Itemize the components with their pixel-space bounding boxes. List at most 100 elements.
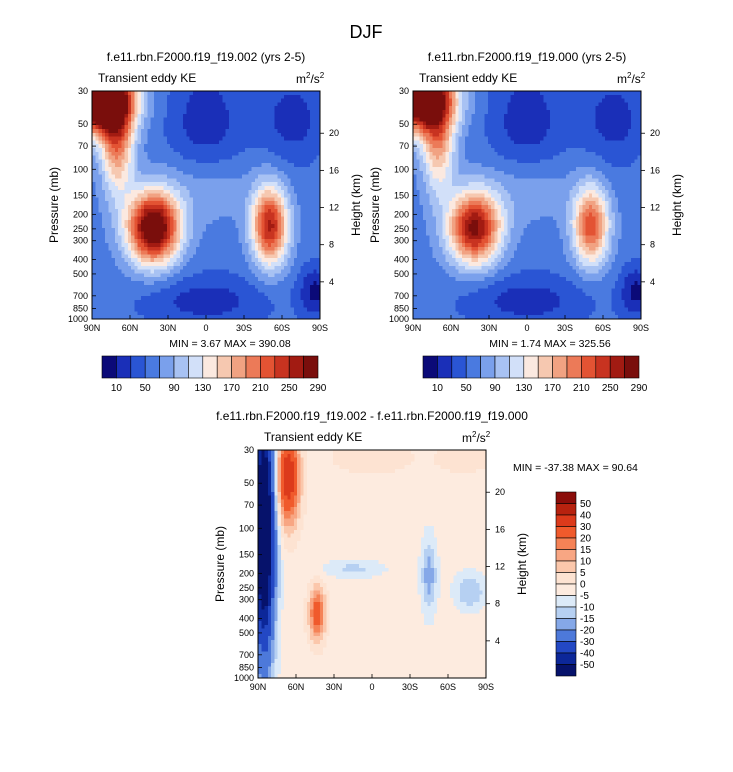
contour-cell	[163, 284, 168, 289]
contour-cell	[215, 307, 220, 312]
contour-cell	[287, 307, 292, 312]
contour-cell	[131, 174, 135, 179]
contour-cell	[225, 231, 230, 236]
contour-cell	[212, 243, 217, 248]
contour-cell	[284, 193, 288, 198]
contour-cell	[166, 94, 171, 99]
contour-cell	[306, 296, 311, 301]
contour-cell	[422, 117, 427, 122]
contour-cell	[452, 121, 456, 126]
contour-cell	[293, 186, 298, 191]
variable-label: Transient eddy KE	[419, 71, 517, 85]
contour-cell	[140, 246, 145, 251]
contour-cell	[225, 151, 230, 156]
contour-cell	[520, 98, 525, 103]
contour-cell	[140, 208, 145, 213]
contour-cell	[461, 125, 466, 130]
contour-cell	[144, 155, 148, 160]
contour-cell	[170, 292, 174, 297]
y-tick-label: 30	[78, 86, 88, 96]
contour-cell	[562, 106, 567, 111]
contour-cell	[160, 132, 165, 137]
contour-cell	[271, 220, 275, 225]
contour-cell	[186, 277, 191, 282]
contour-cell	[241, 106, 246, 111]
contour-cell	[212, 303, 217, 308]
contour-cell	[621, 113, 626, 118]
contour-cell	[313, 148, 318, 153]
contour-cell	[284, 201, 288, 206]
contour-cell	[500, 117, 505, 122]
x-tick-label: 90N	[84, 323, 101, 333]
contour-cell	[241, 201, 246, 206]
contour-cell	[121, 292, 125, 297]
contour-cell	[114, 212, 119, 217]
contour-cell	[303, 144, 308, 149]
contour-cell	[189, 132, 194, 137]
contour-cell	[212, 307, 217, 312]
contour-cell	[163, 296, 168, 301]
contour-cell	[267, 144, 272, 149]
contour-cell	[228, 121, 233, 126]
contour-cell	[605, 117, 609, 122]
contour-cell	[179, 94, 184, 99]
contour-cell	[192, 288, 197, 293]
contour-cell	[176, 144, 181, 149]
contour-cell	[277, 174, 282, 179]
contour-cell	[131, 216, 135, 221]
contour-cell	[465, 113, 469, 118]
contour-cell	[219, 311, 223, 316]
contour-cell	[118, 106, 122, 111]
contour-cell	[176, 273, 181, 278]
contour-cell	[127, 151, 132, 156]
contour-cell	[157, 136, 161, 141]
contour-cell	[293, 178, 298, 183]
contour-cell	[274, 235, 279, 240]
contour-cell	[287, 186, 292, 191]
contour-cell	[419, 121, 424, 126]
contour-cell	[105, 94, 109, 99]
contour-cell	[517, 113, 521, 118]
contour-cell	[543, 102, 547, 107]
contour-cell	[173, 212, 178, 217]
contour-cell	[144, 307, 148, 312]
contour-cell	[232, 277, 236, 282]
contour-cell	[232, 311, 236, 316]
contour-cell	[413, 106, 417, 111]
contour-cell	[98, 201, 103, 206]
contour-cell	[121, 277, 125, 282]
contour-cell	[170, 208, 174, 213]
contour-cell	[261, 239, 266, 244]
contour-cell	[140, 170, 145, 175]
contour-cell	[228, 307, 233, 312]
contour-cell	[179, 148, 184, 153]
contour-cell	[121, 300, 125, 305]
contour-cell	[261, 277, 266, 282]
contour-cell	[553, 121, 557, 126]
contour-cell	[166, 170, 171, 175]
contour-cell	[248, 125, 252, 130]
contour-cell	[215, 151, 220, 156]
contour-cell	[251, 106, 256, 111]
contour-cell	[209, 258, 213, 263]
contour-cell	[261, 167, 266, 172]
contour-cell	[170, 265, 174, 270]
contour-cell	[559, 91, 564, 96]
contour-cell	[163, 182, 168, 187]
contour-cell	[303, 167, 308, 172]
contour-cell	[140, 265, 145, 270]
contour-cell	[439, 98, 443, 103]
contour-cell	[595, 113, 600, 118]
contour-cell	[432, 110, 437, 115]
contour-cell	[199, 216, 204, 221]
contour-cell	[254, 208, 259, 213]
contour-cell	[293, 281, 298, 286]
contour-cell	[543, 110, 547, 115]
contour-cell	[284, 281, 288, 286]
contour-cell	[241, 300, 246, 305]
contour-cell	[566, 125, 570, 130]
contour-cell	[245, 208, 249, 213]
contour-cell	[92, 273, 96, 278]
contour-cell	[121, 296, 125, 301]
contour-cell	[157, 189, 161, 194]
